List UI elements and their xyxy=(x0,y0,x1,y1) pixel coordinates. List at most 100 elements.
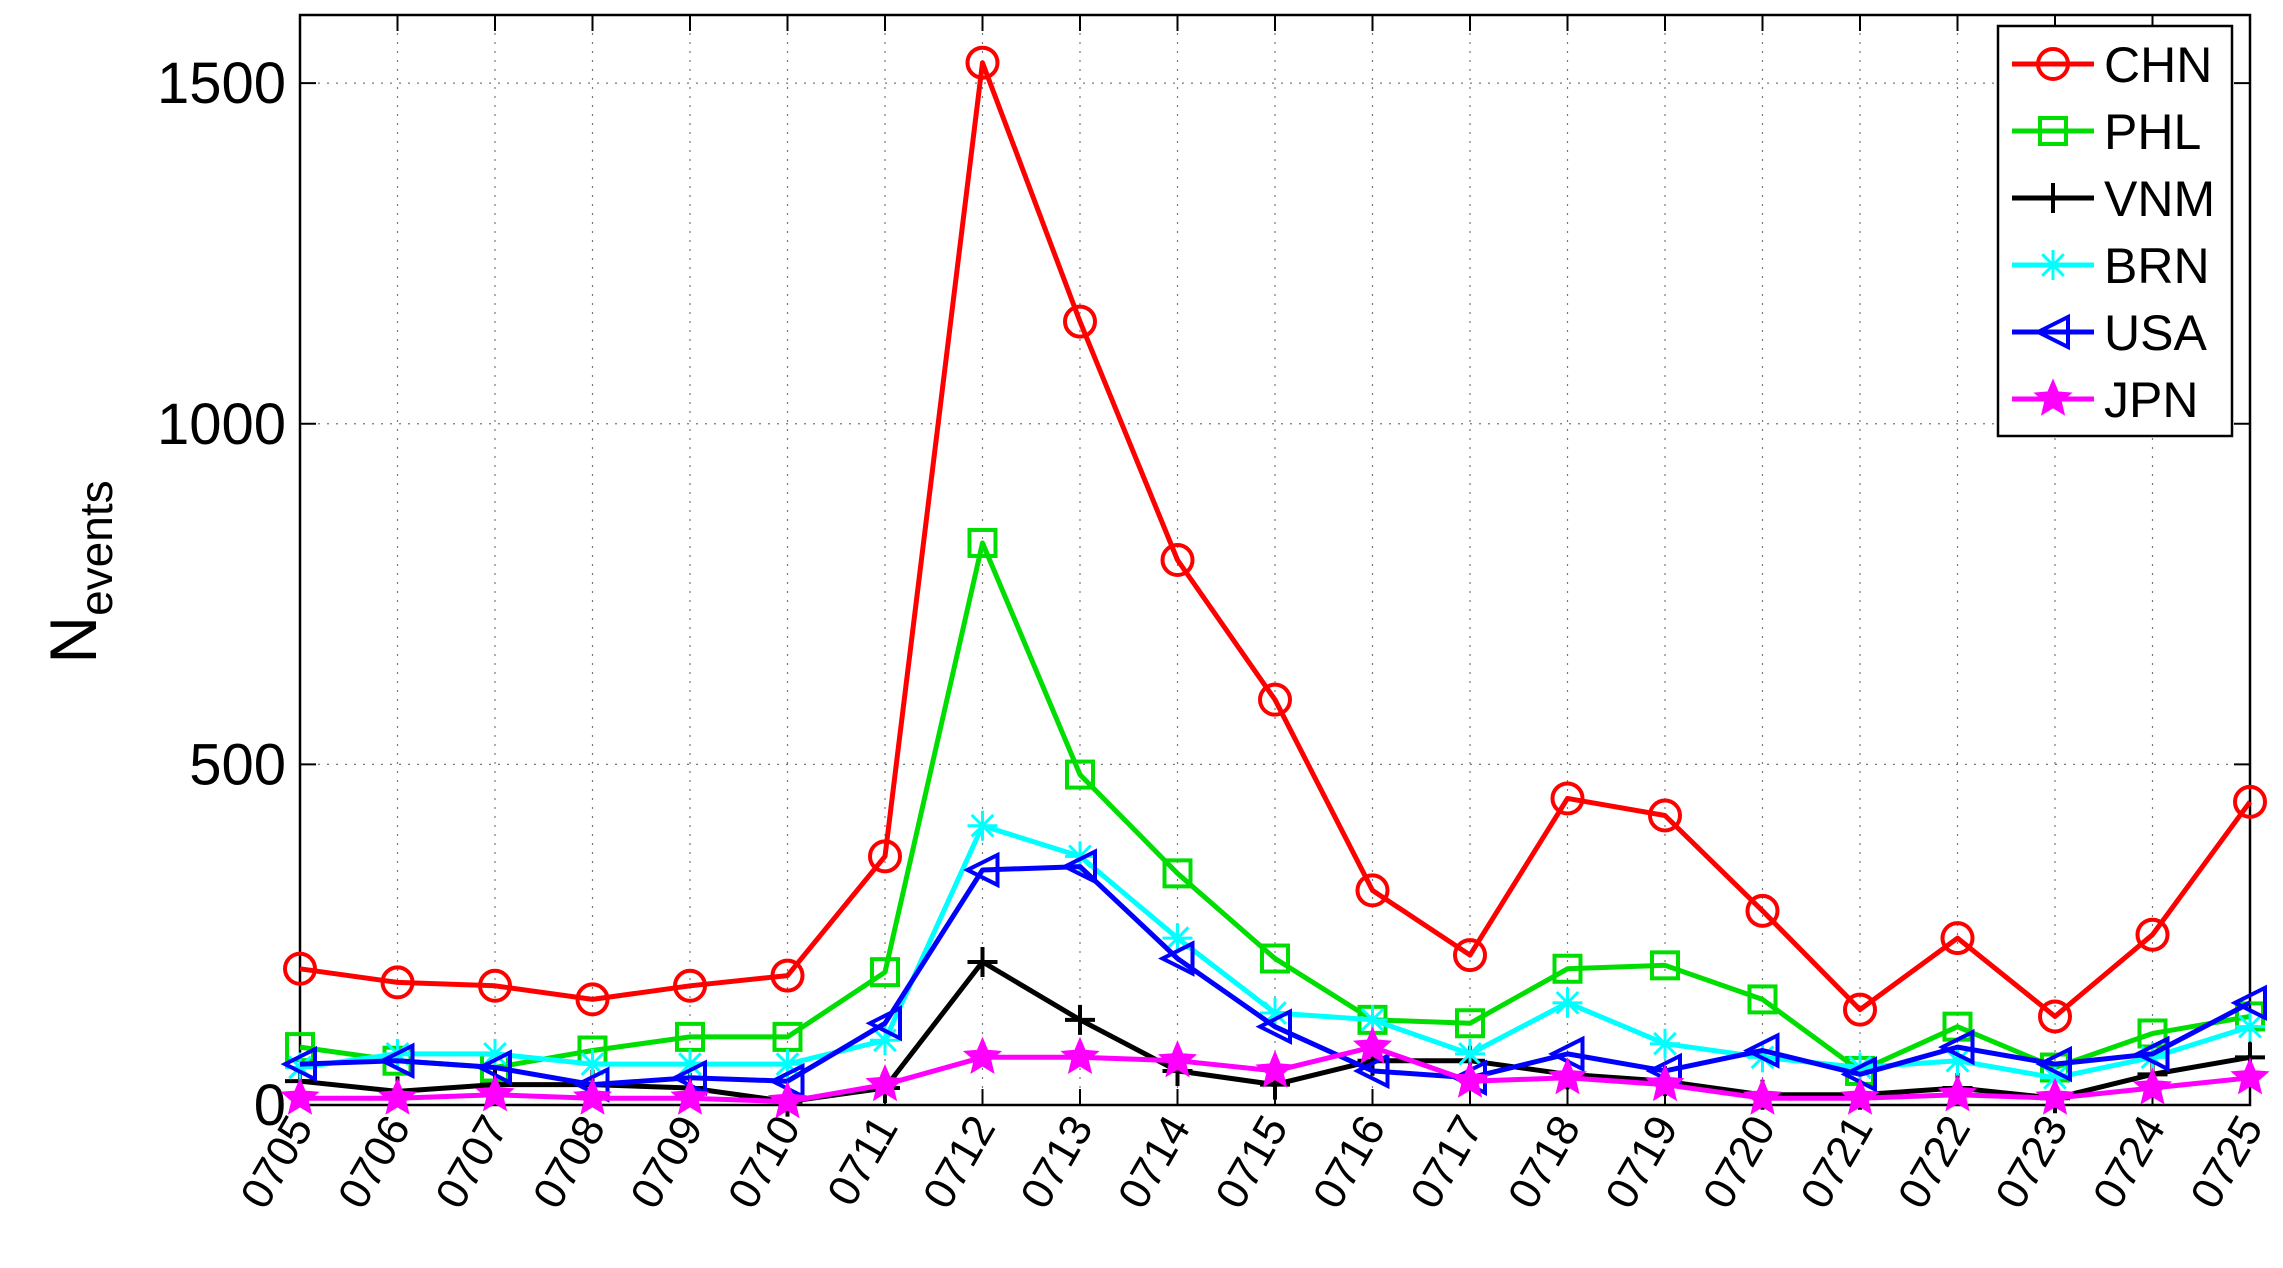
legend-marker xyxy=(2033,378,2073,416)
data-point-jpn xyxy=(1157,1040,1198,1078)
legend-marker xyxy=(2038,116,2068,146)
x-tick-label: 0711 xyxy=(818,1108,908,1214)
data-point-usa xyxy=(1743,1032,1780,1069)
data-point-jpn xyxy=(1450,1060,1490,1098)
data-point-brn xyxy=(1357,1004,1388,1035)
y-tick-label: 1500 xyxy=(157,51,286,116)
x-tick-label: 0724 xyxy=(2084,1108,2175,1217)
legend-label: BRN xyxy=(2104,238,2210,294)
data-point-usa xyxy=(963,851,1000,889)
legend-marker xyxy=(2033,313,2070,351)
data-point-jpn xyxy=(865,1064,905,1102)
data-point-usa xyxy=(1255,1008,1292,1045)
data-point-jpn xyxy=(670,1077,710,1115)
legend-label: CHN xyxy=(2104,37,2212,93)
data-point-jpn xyxy=(377,1077,418,1115)
x-tick-label: 0714 xyxy=(1109,1108,1200,1217)
data-point-chn xyxy=(1160,543,1195,577)
x-tick-label: 0707 xyxy=(426,1108,517,1217)
legend-item-chn: CHN xyxy=(2012,37,2212,93)
data-point-brn xyxy=(675,1049,705,1080)
data-point-brn xyxy=(285,1052,315,1083)
data-point-jpn xyxy=(2132,1067,2173,1105)
legend: CHN PHL VNM BRN USA JPN xyxy=(1996,24,2234,438)
x-tick-label: 0713 xyxy=(1011,1108,1102,1217)
data-point-chn xyxy=(1355,873,1390,908)
x-tick-label: 0721 xyxy=(1791,1108,1882,1217)
legend-item-jpn: JPN xyxy=(2012,372,2198,428)
data-point-brn xyxy=(1065,841,1095,872)
legend-label: JPN xyxy=(2104,372,2198,428)
y-tick-label: 1000 xyxy=(157,392,286,457)
x-tick-label: 0725 xyxy=(2181,1108,2272,1217)
data-point-phl xyxy=(1162,858,1193,889)
data-point-chn xyxy=(2135,917,2170,952)
y-axis-label-text: Nevents xyxy=(36,480,122,663)
series-chn xyxy=(283,45,2267,1034)
data-point-chn xyxy=(478,968,512,1003)
data-point-brn xyxy=(1552,987,1583,1018)
x-tick-label: 0706 xyxy=(329,1108,420,1217)
y-axis-label-subscript: events xyxy=(70,480,122,616)
data-point-chn xyxy=(2038,999,2072,1034)
data-point-chn xyxy=(1453,938,1487,973)
data-point-jpn xyxy=(1352,1026,1393,1064)
data-point-brn xyxy=(967,810,998,841)
data-point-chn xyxy=(2233,784,2267,819)
legend-marker xyxy=(2038,183,2068,213)
legend-marker xyxy=(2036,47,2070,81)
data-point-chn xyxy=(1258,682,1292,717)
data-point-jpn xyxy=(1840,1077,1880,1115)
y-axis-label-main: N xyxy=(36,616,110,664)
data-point-chn xyxy=(1940,921,1975,956)
x-tick-label: 0719 xyxy=(1596,1108,1687,1217)
legend-label: USA xyxy=(2104,305,2207,361)
data-point-phl xyxy=(1552,953,1583,984)
data-point-phl xyxy=(870,957,900,988)
data-point-jpn xyxy=(2230,1057,2270,1095)
data-point-phl xyxy=(1747,984,1778,1015)
series-group xyxy=(280,45,2270,1119)
x-tick-label: 0715 xyxy=(1206,1108,1297,1217)
x-tick-label: 0709 xyxy=(621,1108,712,1217)
data-point-usa xyxy=(865,1005,902,1042)
data-point-brn xyxy=(1650,1028,1680,1059)
data-point-jpn xyxy=(962,1036,1003,1075)
legend-box xyxy=(1996,24,2234,438)
data-point-usa xyxy=(378,1042,415,1079)
data-point-phl xyxy=(1065,759,1095,790)
data-point-brn xyxy=(1260,998,1290,1029)
data-point-brn xyxy=(1455,1038,1485,1069)
data-point-chn xyxy=(673,968,707,1003)
data-point-jpn xyxy=(1255,1050,1295,1088)
x-tick-label: 0722 xyxy=(1889,1108,1980,1217)
series-brn xyxy=(285,810,2265,1093)
legend-marker xyxy=(2038,250,2068,280)
data-point-jpn xyxy=(1547,1057,1588,1095)
data-point-phl xyxy=(1650,950,1680,981)
data-point-chn xyxy=(380,965,415,1000)
data-point-chn xyxy=(965,45,1000,80)
series-line-usa xyxy=(299,864,2252,1088)
data-point-brn xyxy=(772,1049,803,1080)
data-point-brn xyxy=(2235,1011,2265,1042)
data-point-jpn xyxy=(767,1081,808,1119)
grid xyxy=(300,15,2250,1105)
legend-item-phl: PHL xyxy=(2012,104,2201,160)
data-point-jpn xyxy=(1645,1064,1685,1102)
data-point-usa xyxy=(1158,940,1195,977)
data-point-chn xyxy=(1550,781,1585,816)
data-point-chn xyxy=(575,982,610,1017)
data-point-brn xyxy=(480,1038,510,1069)
data-point-phl xyxy=(1260,943,1290,974)
data-point-chn xyxy=(283,951,317,986)
data-point-vnm xyxy=(1065,1004,1095,1035)
x-tick-label: 0718 xyxy=(1499,1108,1590,1217)
data-point-usa xyxy=(2035,1045,2072,1083)
y-tick-label: 500 xyxy=(189,732,286,797)
data-point-brn xyxy=(2137,1042,2168,1073)
legend-label: PHL xyxy=(2104,104,2201,160)
y-tick-label: 0 xyxy=(254,1073,286,1138)
data-point-chn xyxy=(1843,992,1877,1027)
